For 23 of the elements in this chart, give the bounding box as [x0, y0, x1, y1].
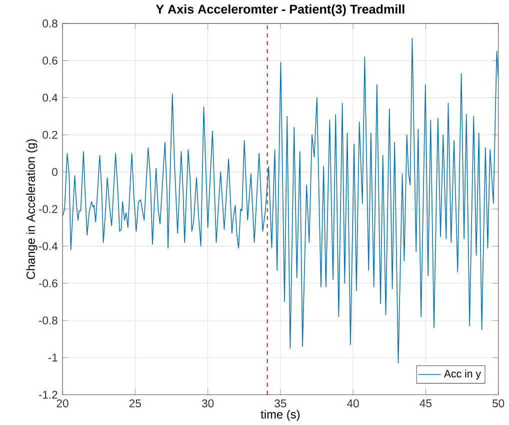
y-tick-label: -0.2 — [38, 204, 58, 213]
y-tick-label: 0.4 — [42, 94, 58, 102]
y-tick-label: -0.8 — [38, 316, 58, 324]
y-tick-label: -0.4 — [38, 242, 58, 250]
y-tick-label: 0.2 — [42, 130, 58, 139]
x-tick-label: 30 — [202, 399, 214, 408]
x-tick-label: 45 — [420, 399, 432, 408]
y-tick-label: 0.6 — [42, 56, 58, 64]
line-series — [62, 38, 498, 364]
y-axis-title: Change in Acceleration (g) — [26, 139, 38, 279]
x-tick-label: 25 — [129, 399, 141, 408]
y-tick-label: -0.6 — [38, 279, 58, 288]
y-tick-label: 0 — [52, 168, 58, 176]
x-tick-label: 40 — [347, 399, 359, 408]
x-tick-label: 20 — [56, 399, 68, 408]
x-tick-label: 35 — [274, 399, 286, 408]
chart-title: Y Axis Acceleromter - Patient(3) Treadmill — [156, 4, 404, 16]
legend-label: Acc in y — [444, 370, 481, 380]
x-axis-title: time (s) — [260, 410, 300, 421]
y-tick-label: 0.8 — [42, 19, 58, 28]
y-tick-label: -1 — [48, 354, 58, 362]
y-tick-label: -1.2 — [38, 390, 58, 398]
x-tick-label: 50 — [492, 399, 504, 408]
